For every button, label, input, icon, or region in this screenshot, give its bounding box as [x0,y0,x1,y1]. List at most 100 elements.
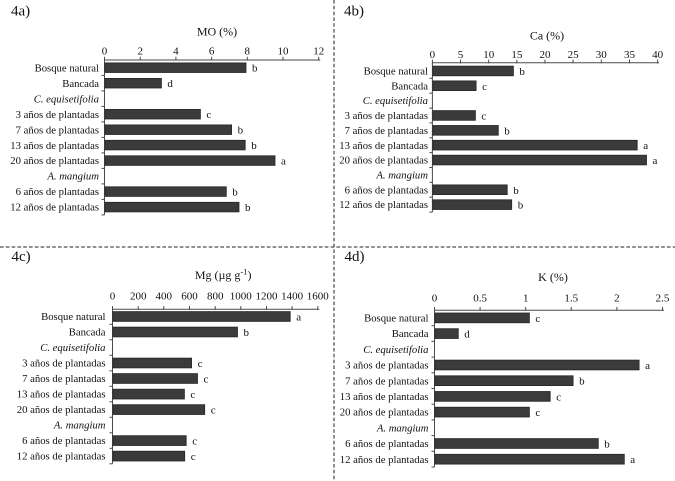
svg-text:7 años de plantadas: 7 años de plantadas [345,125,428,137]
svg-text:3 años de plantadas: 3 años de plantadas [345,360,428,372]
svg-text:Mg (µg g-1): Mg (µg g-1) [195,267,252,283]
svg-text:4b): 4b) [344,3,364,19]
svg-text:C. equisetifolia: C. equisetifolia [34,93,99,105]
svg-text:Bancada: Bancada [392,328,429,340]
svg-text:b: b [251,140,257,152]
svg-text:c: c [192,436,197,448]
svg-text:4c): 4c) [12,249,31,265]
svg-text:b: b [232,187,238,199]
svg-text:1000: 1000 [230,291,253,303]
svg-text:4: 4 [173,46,179,58]
svg-text:0: 0 [430,49,436,61]
svg-text:4d): 4d) [345,249,365,265]
svg-text:b: b [513,185,519,197]
svg-text:c: c [535,313,540,325]
svg-text:A. mangium: A. mangium [53,420,106,432]
svg-text:25: 25 [568,49,580,61]
svg-text:12 años de plantadas: 12 años de plantadas [17,451,106,463]
svg-text:40: 40 [652,49,664,61]
svg-text:3 años de plantadas: 3 años de plantadas [345,110,428,122]
svg-text:6 años de plantadas: 6 años de plantadas [16,186,99,198]
svg-text:7 años de plantadas: 7 años de plantadas [16,124,99,136]
svg-text:800: 800 [207,291,224,303]
svg-text:b: b [579,376,585,388]
svg-text:2: 2 [137,46,143,58]
svg-text:2.5: 2.5 [656,293,670,305]
svg-text:1200: 1200 [256,291,279,303]
svg-text:12 años de plantadas: 12 años de plantadas [340,454,429,466]
svg-text:200: 200 [130,291,147,303]
svg-text:K (%): K (%) [538,270,568,284]
svg-text:C. equisetifolia: C. equisetifolia [363,95,428,107]
svg-text:3 años de plantadas: 3 años de plantadas [16,109,99,121]
svg-text:10: 10 [278,46,290,58]
svg-text:3 años de plantadas: 3 años de plantadas [22,358,105,370]
svg-text:Bosque natural: Bosque natural [364,313,428,325]
svg-text:8: 8 [245,46,251,58]
svg-text:b: b [519,66,525,78]
svg-text:20 años de plantadas: 20 años de plantadas [17,404,106,416]
svg-text:1: 1 [523,293,529,305]
svg-text:c: c [204,374,209,386]
svg-text:2: 2 [614,293,620,305]
svg-text:c: c [191,451,196,463]
svg-text:c: c [198,358,203,370]
svg-text:b: b [238,125,244,137]
svg-text:A. mangium: A. mangium [46,171,99,183]
svg-text:Bancada: Bancada [69,327,106,339]
svg-text:15: 15 [511,49,523,61]
svg-text:c: c [211,405,216,417]
svg-text:12: 12 [313,46,324,58]
svg-text:35: 35 [624,49,636,61]
svg-text:600: 600 [181,291,198,303]
svg-text:5: 5 [458,49,464,61]
svg-text:12 años de plantadas: 12 años de plantadas [10,202,99,214]
svg-text:20 años de plantadas: 20 años de plantadas [339,155,428,167]
svg-text:c: c [482,81,487,93]
svg-text:13 años de plantadas: 13 años de plantadas [339,140,428,152]
svg-text:Bancada: Bancada [391,80,428,92]
svg-text:7 años de plantadas: 7 años de plantadas [345,375,428,387]
svg-text:0: 0 [102,46,108,58]
svg-text:c: c [190,389,195,401]
svg-text:7 años de plantadas: 7 años de plantadas [22,373,105,385]
svg-text:20: 20 [540,49,552,61]
svg-text:b: b [244,327,250,339]
svg-text:a: a [630,454,635,466]
svg-text:C. equisetifolia: C. equisetifolia [40,342,105,354]
svg-text:Bosque natural: Bosque natural [364,66,428,78]
svg-text:Bancada: Bancada [62,78,99,90]
svg-text:d: d [167,78,173,90]
svg-text:20 años de plantadas: 20 años de plantadas [340,407,429,419]
svg-text:a: a [281,156,286,168]
svg-text:A. mangium: A. mangium [376,422,429,434]
svg-text:1400: 1400 [281,291,304,303]
svg-text:4a): 4a) [11,4,30,20]
svg-text:12 años de plantadas: 12 años de plantadas [339,199,428,211]
svg-text:0.5: 0.5 [473,293,487,305]
svg-text:Ca (%): Ca (%) [530,29,564,43]
svg-text:Bosque natural: Bosque natural [35,62,99,74]
svg-text:C. equisetifolia: C. equisetifolia [363,344,428,356]
svg-text:13 años de plantadas: 13 años de plantadas [340,391,429,403]
svg-text:Bosque natural: Bosque natural [41,311,105,323]
svg-text:20 años de plantadas: 20 años de plantadas [10,155,99,167]
svg-text:0: 0 [110,291,116,303]
svg-text:b: b [245,202,251,214]
svg-text:6 años de plantadas: 6 años de plantadas [345,438,428,450]
svg-text:A. mangium: A. mangium [375,170,428,182]
svg-text:6 años de plantadas: 6 años de plantadas [345,184,428,196]
svg-text:0: 0 [432,293,438,305]
svg-text:b: b [504,125,510,137]
svg-text:a: a [653,155,658,167]
svg-text:c: c [481,111,486,123]
svg-text:13 años de plantadas: 13 años de plantadas [10,140,99,152]
svg-text:6 años de plantadas: 6 años de plantadas [22,435,105,447]
svg-text:6: 6 [209,46,215,58]
svg-text:d: d [464,329,470,341]
svg-text:c: c [535,407,540,419]
svg-text:c: c [206,109,211,121]
svg-text:a: a [643,140,648,152]
svg-text:b: b [252,63,258,75]
svg-text:a: a [645,360,650,372]
